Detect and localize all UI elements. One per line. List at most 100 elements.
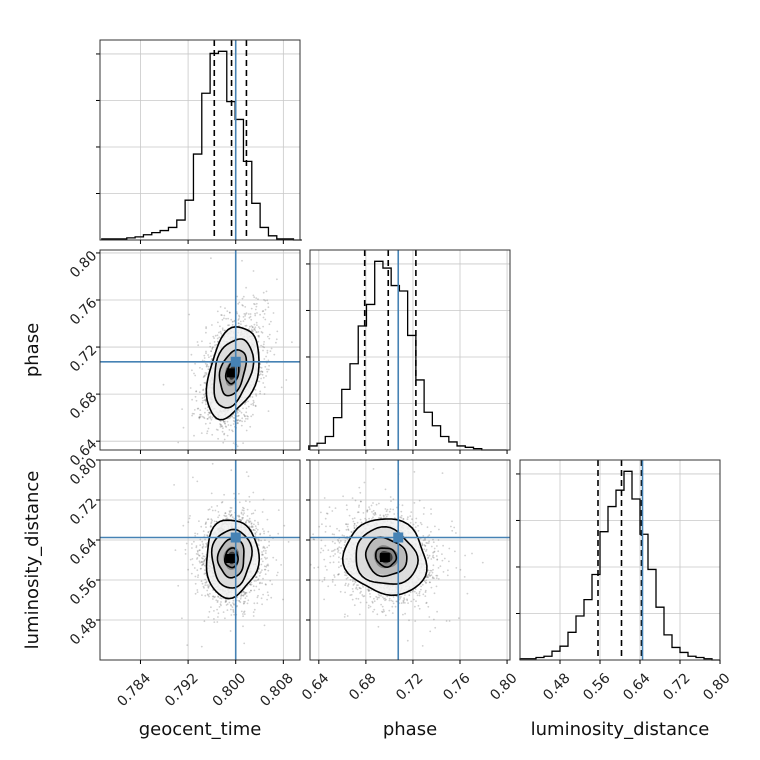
scatter-point: [257, 521, 259, 524]
scatter-point: [201, 560, 204, 563]
scatter-point: [205, 326, 208, 328]
scatter-point: [251, 396, 254, 398]
scatter-point: [191, 414, 194, 417]
scatter-point: [215, 520, 218, 523]
scatter-point: [262, 553, 264, 556]
scatter-point: [231, 429, 233, 432]
y-tick-label-geocent_time-phase-1: 0.68: [67, 389, 100, 422]
scatter-point: [253, 580, 256, 582]
scatter-point: [228, 324, 231, 326]
scatter-point: [212, 335, 215, 338]
scatter-point: [242, 513, 245, 516]
scatter-point: [252, 330, 254, 332]
scatter-point: [207, 427, 210, 430]
scatter-point: [210, 518, 213, 521]
scatter-point: [256, 312, 258, 314]
scatter-point: [190, 572, 193, 575]
scatter-point: [244, 315, 247, 317]
scatter-point: [252, 615, 255, 617]
scatter-point: [260, 366, 263, 369]
scatter-point: [184, 553, 187, 555]
scatter-point: [238, 515, 241, 518]
scatter-point: [275, 338, 278, 341]
hist-phase-frame: [309, 249, 511, 451]
scatter-point: [241, 304, 244, 306]
scatter-point: [209, 411, 212, 414]
scatter-point: [205, 365, 208, 368]
scatter-point: [243, 413, 245, 416]
scatter-point: [208, 416, 211, 419]
scatter-point: [238, 301, 241, 304]
scatter-point: [211, 347, 214, 349]
scatter-point: [241, 417, 244, 420]
scatter-point: [213, 520, 216, 523]
scatter-point: [190, 353, 193, 356]
scatter-point: [232, 602, 234, 604]
scatter-point: [224, 617, 226, 620]
y-tick-label-geocent_time-phase-2: 0.72: [67, 342, 100, 375]
scatter-point: [256, 324, 258, 326]
scatter-point: [230, 509, 232, 512]
scatter-point: [243, 602, 246, 604]
scatter-point: [261, 569, 263, 571]
histogram-luminosity_distance: [519, 470, 720, 661]
x-tick-label-hist-luminosity_distance-0: 0.48: [540, 670, 573, 703]
scatter-point: [241, 420, 244, 423]
scatter-point: [222, 427, 224, 430]
scatter-point: [272, 312, 275, 314]
scatter-point: [230, 514, 233, 516]
scatter-point: [255, 576, 258, 579]
scatter-point: [236, 605, 239, 607]
scatter-point: [248, 517, 251, 520]
scatter-point: [262, 345, 264, 348]
scatter-point: [253, 303, 255, 305]
x-tick-label-hist-luminosity_distance-3: 0.72: [660, 670, 693, 703]
scatter-point: [209, 525, 212, 528]
scatter-point: [267, 594, 270, 597]
scatter-point: [200, 432, 203, 434]
scatter-point: [245, 521, 247, 524]
scatter-point: [223, 422, 226, 424]
scatter-point: [256, 596, 259, 599]
scatter-point: [225, 604, 228, 606]
scatter-point: [262, 545, 265, 548]
scatter-point: [257, 540, 260, 542]
scatter-point: [219, 424, 222, 426]
scatter-point: [209, 422, 212, 425]
scatter-point: [202, 563, 205, 566]
scatter-point: [216, 337, 219, 340]
scatter-point: [197, 344, 200, 347]
scatter-point: [224, 425, 227, 428]
scatter-point: [257, 298, 259, 300]
scatter-point: [198, 520, 200, 522]
x-tick-label-hist-luminosity_distance-4: 0.80: [700, 670, 733, 703]
scatter-point: [265, 290, 268, 293]
scatter-point: [191, 398, 194, 401]
scatter-point: [268, 333, 271, 336]
scatter-point: [245, 471, 248, 473]
scatter-point: [250, 589, 252, 592]
scatter-point: [204, 522, 207, 525]
scatter-point: [205, 581, 208, 584]
scatter-point: [283, 524, 286, 527]
scatter-point: [202, 555, 205, 558]
scatter-point: [264, 318, 267, 321]
scatter-point: [197, 574, 200, 577]
truth-marker-geocent_time-phase: [230, 356, 241, 367]
scatter-point: [245, 592, 248, 594]
scatter-point: [247, 405, 250, 408]
scatter-point: [202, 388, 205, 391]
scatter-point: [223, 432, 226, 435]
scatter-point: [209, 362, 212, 365]
scatter-point: [240, 596, 242, 598]
scatter-point: [187, 568, 190, 571]
x-tick-label-hist-luminosity_distance-2: 0.64: [620, 670, 653, 703]
scatter-point: [241, 297, 244, 300]
scatter-point: [207, 413, 210, 416]
scatter-point: [277, 532, 280, 535]
scatter-point: [236, 419, 239, 422]
scatter-point: [263, 565, 266, 568]
scatter-point: [246, 418, 249, 420]
scatter-point: [266, 368, 268, 371]
